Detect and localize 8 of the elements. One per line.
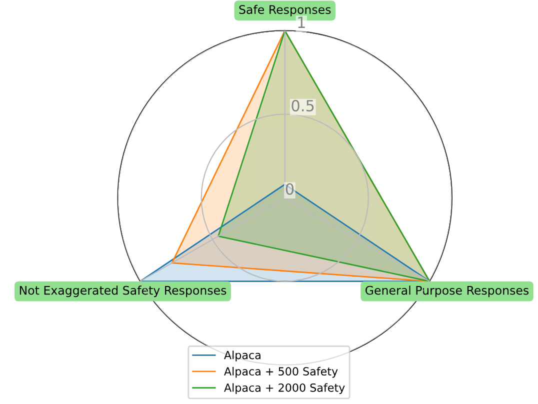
legend-label: Alpaca: [224, 350, 260, 362]
legend-label: Alpaca + 500 Safety: [224, 366, 338, 378]
legend-label: Alpaca + 2000 Safety: [224, 383, 345, 394]
spoke-label: Not Exaggerated Safety Responses: [20, 286, 226, 298]
spoke-label: General Purpose Responses: [366, 286, 529, 298]
spoke-label: Safe Responses: [239, 4, 331, 16]
y-tick-label: 0.5: [292, 100, 314, 112]
y-tick-label: 1: [298, 16, 305, 28]
